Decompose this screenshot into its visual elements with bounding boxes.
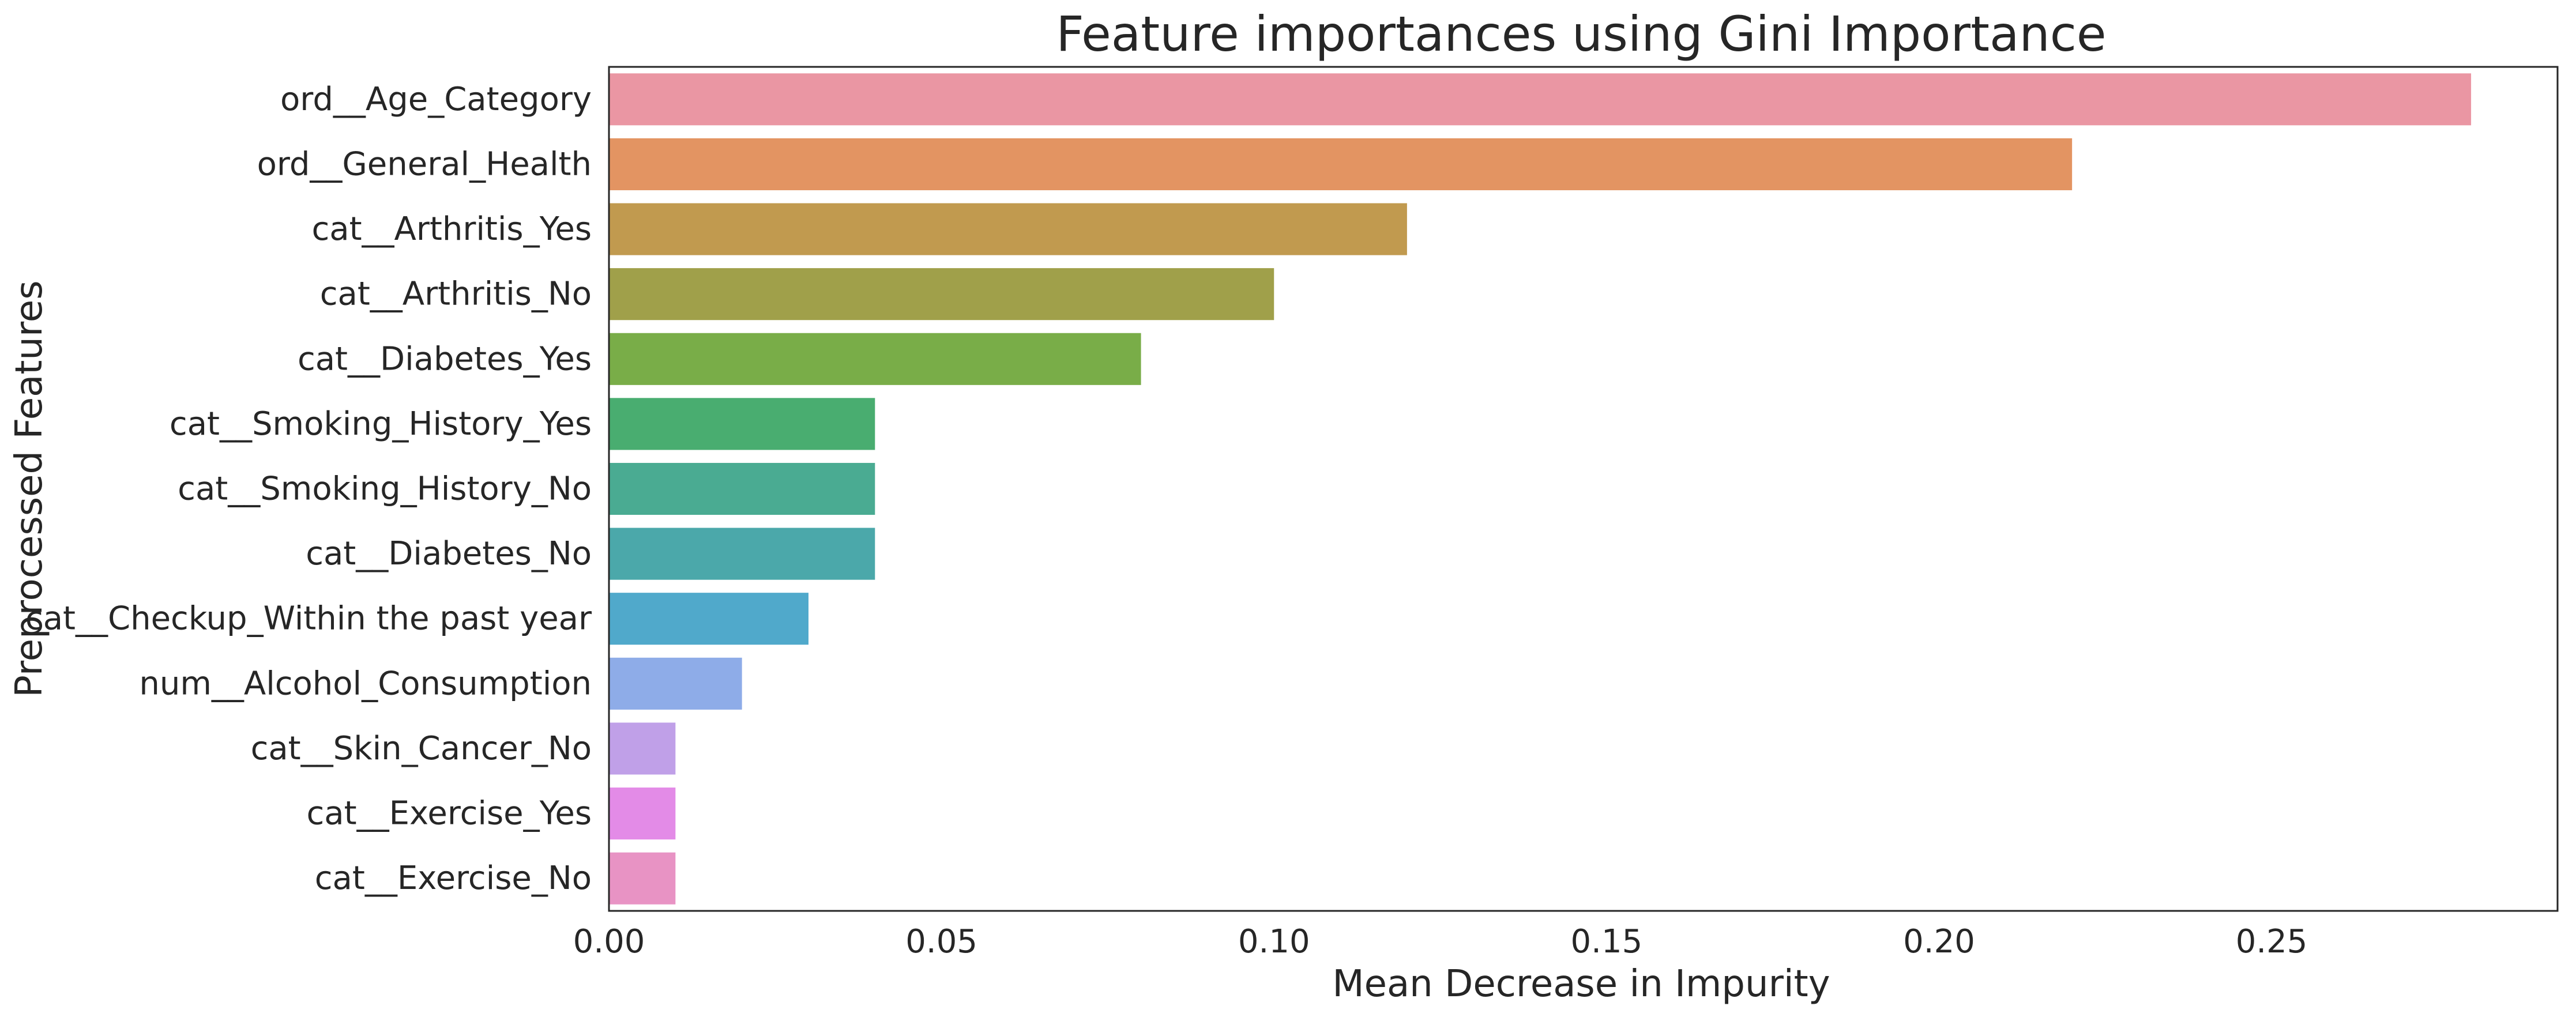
bar [609, 462, 875, 515]
y-tick-label: cat__Diabetes_Yes [298, 340, 592, 378]
plot-frame [608, 66, 2559, 912]
y-tick-label: ord__Age_Category [280, 81, 592, 118]
bar [609, 203, 1407, 255]
y-tick-label: cat__Arthritis_No [320, 276, 592, 313]
x-tick-label: 0.15 [1571, 923, 1643, 960]
x-tick-labels: 0.00 0.05 0.10 0.15 0.20 0.25 [573, 923, 2308, 960]
x-tick-label: 0.05 [905, 923, 977, 960]
x-tick-label: 0.00 [573, 923, 645, 960]
chart-title: Feature importances using Gini Importanc… [1056, 6, 2106, 62]
bar [609, 138, 2073, 190]
y-tick-label: cat__Checkup_Within the past year [25, 600, 592, 638]
bar [609, 852, 676, 905]
y-tick-label: cat__Diabetes_No [306, 535, 592, 572]
y-tick-labels: ord__Age_Category ord__General_Health cat_… [25, 81, 592, 897]
y-tick-label: ord__General_Health [257, 145, 592, 183]
y-tick-label: num__Alcohol_Consumption [139, 665, 592, 702]
bar [609, 333, 1141, 385]
bar [609, 593, 808, 645]
bars-group [609, 73, 2472, 905]
bar [609, 788, 676, 840]
y-tick-label: cat__Smoking_History_No [178, 470, 592, 508]
y-axis-label: Preprocessed Features [8, 280, 51, 697]
bar [609, 73, 2472, 126]
x-axis-label: Mean Decrease in Impurity [1332, 963, 1830, 1005]
y-tick-label: cat__Exercise_No [315, 860, 592, 897]
bar [609, 657, 742, 710]
bar [609, 268, 1274, 321]
y-tick-label: cat__Smoking_History_Yes [170, 405, 592, 443]
bar [609, 528, 875, 580]
y-tick-label: cat__Skin_Cancer_No [251, 730, 592, 767]
x-tick-label: 0.10 [1238, 923, 1310, 960]
x-tick-label: 0.25 [2236, 923, 2308, 960]
y-tick-label: cat__Exercise_Yes [307, 795, 592, 832]
y-tick-label: cat__Arthritis_Yes [311, 210, 592, 248]
bar [609, 722, 676, 775]
x-tick-label: 0.20 [1903, 923, 1975, 960]
bar [609, 398, 875, 450]
